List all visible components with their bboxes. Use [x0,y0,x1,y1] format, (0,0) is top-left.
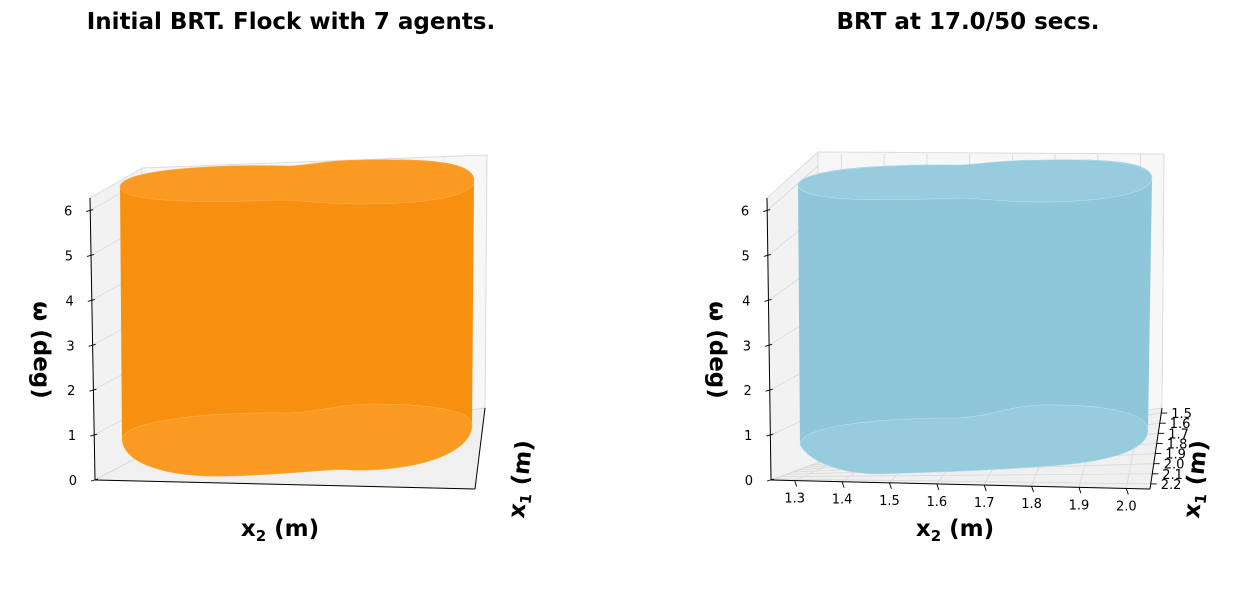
right-zgrid-line [766,165,819,211]
left-z-tick-mark [88,343,96,347]
right-cylinder-bottom [799,404,1149,475]
left-z-tick-label: 6 [64,205,72,220]
right-x-tick-label: 1.8 [1021,497,1042,512]
right-z-tick-mark [763,254,771,257]
left-cylinder-bottom [121,403,473,477]
right-y-tick-label: 2.2 [1161,478,1182,493]
right-cylinder-body [798,159,1152,475]
left-cylinder-top [119,159,475,205]
right-y-tick-label: 2.0 [1164,458,1185,473]
right-z-tick-mark [766,433,774,437]
right-ylabel: x1 (m) [1179,439,1216,520]
right-y-tick-label: 1.7 [1168,427,1189,442]
chart-right-title: BRT at 17.0/50 secs. [837,9,1100,35]
right-y-tick-label: 1.6 [1170,417,1191,432]
right-y-tick-label: 1.8 [1167,437,1188,452]
right-x-tick-mark [794,480,798,487]
right-z-tick-mark [763,209,771,213]
left-zlabel: ω (deg) [28,301,54,399]
right-ygrid-line [774,478,1151,485]
right-z-tick-mark [766,478,775,482]
right-y-tick-label: 2.1 [1162,468,1183,483]
right-x-tick-label: 2.0 [1116,499,1137,514]
left-ylabel: x1 (m) [504,439,541,520]
right-x-axis-line [770,479,1151,490]
left-y-axis-line [474,407,486,490]
right-z-tick-label: 0 [745,474,753,489]
right-y-tick-label: 1.5 [1171,407,1192,422]
right-x-tick-mark [1031,486,1034,493]
chart-left: Initial BRT. Flock with 7 agents. 0 1 2 3 4 5… [28,9,541,545]
right-x-tick-mark [1078,487,1082,494]
left-z-tick-mark [90,478,99,482]
right-z-tick-mark [764,298,772,302]
right-x-tick-mark [936,483,940,491]
right-z-tick-label: 1 [744,429,752,444]
right-x-tick-mark [983,484,987,492]
left-z-tick-mark [87,298,95,302]
left-z-tick-mark [90,433,98,437]
right-z-tick-label: 4 [742,294,750,309]
left-z-ticks: 0 1 2 3 4 5 6 [64,205,99,489]
right-x-tick-mark [841,481,845,488]
right-x-ticks: 1.3 1.4 1.5 1.6 1.7 1.8 1.9 2.0 [784,480,1137,514]
left-z-tick-mark [86,209,94,213]
left-xlabel: x2 (m) [241,516,319,545]
right-zlabel: ω (deg) [704,301,730,399]
left-z-tick-mark [86,254,95,257]
right-z-tick-label: 5 [742,249,750,264]
right-z-tick-label: 6 [741,205,749,220]
left-z-tick-label: 3 [66,339,74,354]
left-z-axis-line [89,197,96,481]
right-cylinder-top [797,159,1153,203]
right-x-tick-label: 1.5 [879,494,900,509]
left-z-tick-label: 5 [65,249,73,264]
left-surface [119,159,475,477]
right-ygrid-line [780,473,1153,478]
right-z-axis-line [766,197,772,481]
right-x-tick-label: 1.4 [832,493,853,508]
right-z-ticks: 0 1 2 3 4 5 6 [741,205,775,489]
right-x-tick-label: 1.9 [1069,498,1090,513]
right-x-tick-mark [889,482,892,489]
left-x-axis-line [94,479,476,490]
chart-left-title: Initial BRT. Flock with 7 agents. [87,9,496,35]
right-x-tick-label: 1.6 [926,495,947,510]
left-zgrid-line [94,454,143,481]
left-cylinder-body [120,159,474,477]
left-z-tick-mark [89,388,97,392]
left-z-tick-label: 1 [68,429,76,444]
right-x-tick-label: 1.7 [974,496,995,511]
left-z-tick-label: 4 [66,294,74,309]
right-y-axis-line [1149,407,1163,490]
right-z-tick-mark [765,388,773,392]
right-x-tick-label: 1.3 [784,492,805,507]
right-z-tick-mark [764,343,773,347]
right-y-ticks: 1.51.61.71.81.92.02.12.2 [1150,407,1192,493]
left-z-tick-label: 2 [67,384,75,399]
right-xlabel: x2 (m) [916,516,994,545]
right-y-tick-label: 1.9 [1165,448,1186,463]
right-x-tick-mark [1125,488,1129,495]
right-z-tick-label: 2 [743,384,751,399]
left-z-tick-label: 0 [69,474,77,489]
right-z-tick-label: 3 [743,339,751,354]
right-surface [797,159,1153,475]
